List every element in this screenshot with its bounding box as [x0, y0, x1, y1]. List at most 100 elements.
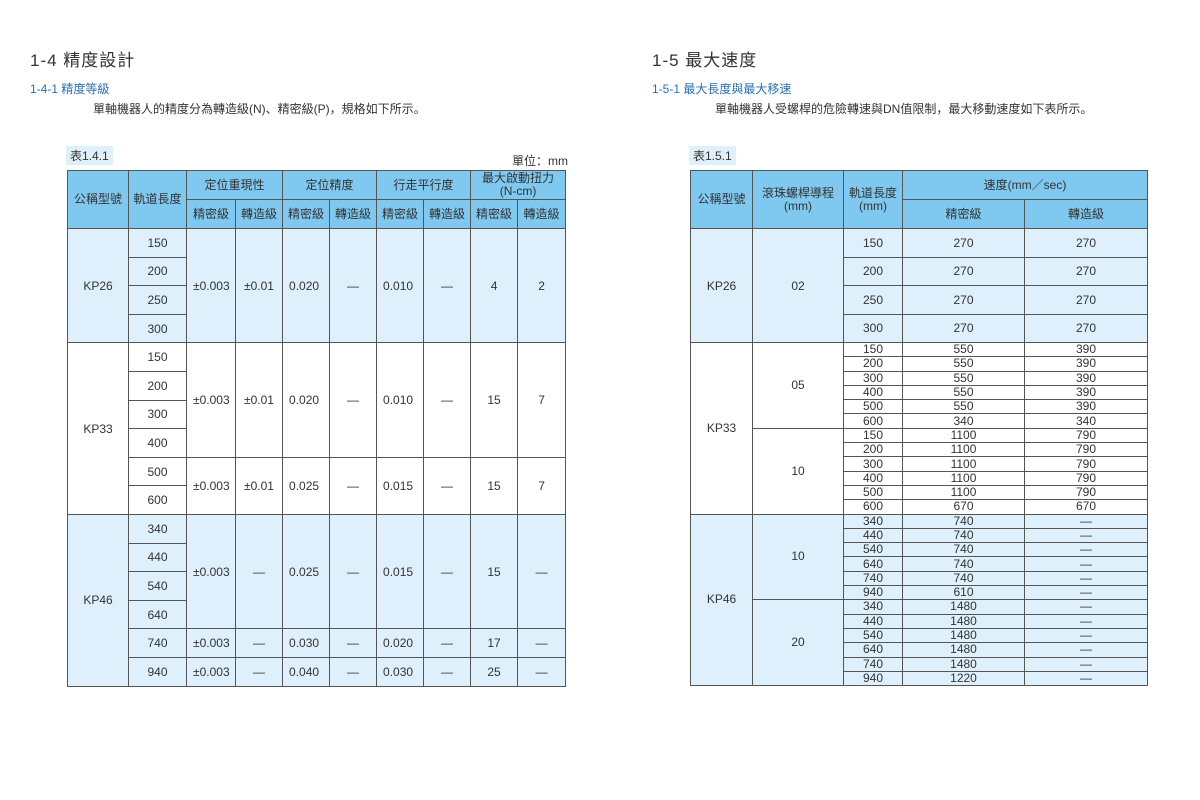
length-cell: 740: [128, 628, 187, 658]
length-cell: 440: [843, 613, 903, 629]
value-cell: ±0.003: [186, 628, 236, 658]
table-row: 300: [68, 399, 566, 430]
value-cell: 17: [470, 628, 519, 658]
value-cell: 0.025: [282, 456, 331, 515]
rolled-speed-cell: 270: [1023, 285, 1149, 315]
lead-cell: 02: [752, 228, 844, 343]
table-row: 940 1220—: [691, 670, 1149, 687]
table-row: 940 ±0.003—0.040—0.030—25—: [68, 656, 567, 687]
value-cell: 25: [470, 656, 519, 687]
length-cell: 150: [843, 228, 903, 258]
subheader-grade: 精密級: [376, 199, 425, 229]
subheader-grade: 轉造級: [517, 199, 567, 229]
length-cell: 940: [843, 670, 903, 687]
length-cell: 300: [128, 313, 187, 344]
table-row: 300 270 270: [691, 313, 1149, 343]
value-cell: —: [329, 342, 378, 458]
header-lead: 滾珠螺桿導程 (mm): [752, 170, 844, 229]
rolled-speed-cell: —: [1023, 570, 1149, 587]
precision-speed-cell: 740: [902, 570, 1025, 587]
table-row: 640 740—: [691, 556, 1149, 572]
value-cell: —: [423, 628, 472, 658]
value-cell: —: [234, 656, 284, 687]
model-cell: KP46: [67, 513, 129, 687]
header-model: 公稱型號: [67, 170, 129, 229]
precision-table: 公稱型號 軌道長度 定位重現性 定位精度 行走平行度 最大啟動扭力 (N-cm)…: [67, 170, 567, 687]
length-cell: 250: [128, 285, 187, 315]
value-cell: 0.030: [282, 628, 331, 658]
precision-speed-cell: 1480: [902, 656, 1025, 672]
length-cell: 300: [128, 399, 187, 430]
value-cell: ±0.01: [234, 227, 284, 344]
header-length: 軌道長度 (mm): [843, 170, 903, 229]
precision-speed-cell: 340: [902, 413, 1025, 429]
header-torque: 最大啟動扭力 (N-cm): [470, 170, 567, 200]
rolled-speed-cell: 390: [1023, 399, 1149, 415]
rolled-speed-cell: —: [1023, 527, 1149, 544]
value-cell: 0.020: [282, 342, 331, 458]
length-cell: 400: [843, 470, 903, 486]
precision-speed-cell: 550: [902, 370, 1025, 386]
value-cell: —: [423, 227, 472, 344]
subheader-grade: 精密級: [282, 199, 331, 229]
paragraph-precision: 單軸機器人的精度分為轉造級(N)、精密級(P)，規格如下所示。: [93, 102, 426, 116]
value-cell: —: [329, 456, 378, 515]
subheader-grade: 轉造級: [329, 199, 378, 229]
length-cell: 300: [843, 313, 903, 343]
length-cell: 300: [843, 456, 903, 472]
length-cell: 500: [128, 456, 187, 487]
precision-speed-cell: 740: [902, 513, 1025, 529]
length-cell: 440: [128, 542, 187, 573]
value-cell: —: [329, 628, 378, 658]
precision-speed-cell: 1100: [902, 442, 1025, 458]
rolled-speed-cell: —: [1023, 585, 1149, 601]
rolled-speed-cell: 790: [1023, 427, 1149, 444]
length-cell: 340: [843, 599, 903, 615]
length-cell: 500: [843, 399, 903, 415]
value-cell: —: [329, 656, 378, 687]
length-cell: 150: [843, 427, 903, 444]
length-cell: 640: [128, 599, 187, 630]
rolled-speed-cell: 270: [1023, 228, 1149, 258]
table-row: 600: [68, 485, 566, 515]
rolled-speed-cell: —: [1023, 513, 1149, 529]
table-row: 600 670 670: [691, 499, 1149, 515]
length-cell: 400: [843, 384, 903, 401]
rolled-speed-cell: 390: [1023, 356, 1149, 372]
length-cell: 200: [128, 256, 187, 287]
precision-speed-cell: 270: [902, 313, 1025, 343]
value-cell: 0.010: [376, 342, 425, 458]
section-title-1-5: 1-5 最大速度: [652, 51, 758, 70]
value-cell: ±0.003: [186, 227, 236, 344]
subheader-grade: 精密級: [470, 199, 519, 229]
section-title-1-4: 1-4 精度設計: [30, 51, 136, 70]
precision-speed-cell: 1480: [902, 627, 1025, 644]
length-cell: 300: [843, 370, 903, 386]
table-row: 500 550 390: [691, 399, 1149, 415]
length-cell: 250: [843, 285, 903, 315]
length-cell: 340: [843, 513, 903, 529]
table-row: KP26 02 150 270 270: [690, 228, 1149, 343]
model-cell: KP26: [690, 228, 753, 343]
precision-speed-cell: 1100: [902, 456, 1025, 472]
length-cell: 500: [843, 484, 903, 501]
subheader-grade: 精密級: [186, 199, 236, 229]
precision-speed-cell: 1100: [902, 427, 1025, 444]
value-cell: 15: [470, 513, 519, 630]
table-row: 400 550 390: [691, 384, 1149, 401]
rolled-speed-cell: 790: [1023, 442, 1149, 458]
model-cell: KP26: [67, 227, 129, 344]
table-row: 540 1480—: [691, 627, 1149, 644]
rolled-speed-cell: 790: [1023, 484, 1149, 501]
value-cell: 0.020: [282, 227, 331, 344]
value-cell: 15: [470, 342, 519, 458]
model-cell: KP33: [67, 342, 129, 515]
rolled-speed-cell: —: [1023, 542, 1149, 558]
value-cell: —: [329, 227, 378, 344]
table-row: KP33 150 ±0.003 ±0.01 0.020—0.010—15 7: [67, 342, 567, 515]
length-cell: 740: [843, 570, 903, 587]
table-row: 250 270 270: [691, 285, 1149, 315]
header-model: 公稱型號: [690, 170, 753, 229]
table-row: 200: [68, 370, 566, 401]
table-row: 500 ±0.003 ±0.01 0.025—0.015—15 7: [68, 456, 567, 515]
